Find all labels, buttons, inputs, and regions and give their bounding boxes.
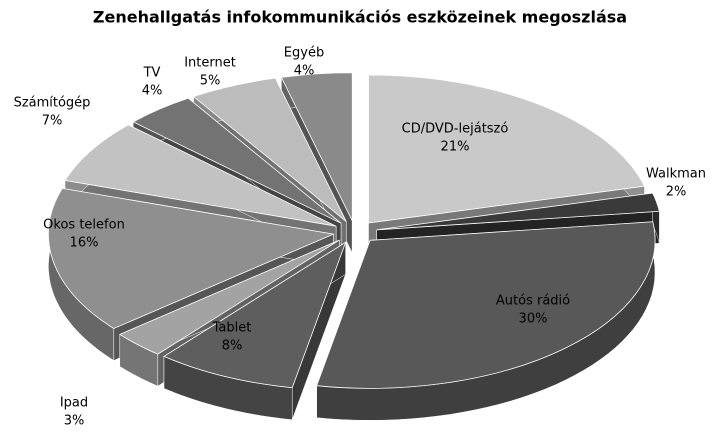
- labels: CD/DVD-lejátszó 21% Walkman 2% Autós rádió 30…: [14, 46, 706, 429]
- slice-label: Ipad: [60, 396, 88, 411]
- slice-top: [48, 187, 335, 329]
- slice: [316, 221, 656, 421]
- slice-top: [163, 241, 347, 389]
- slice-top: [192, 77, 347, 222]
- slice-value-label: 21%: [441, 140, 470, 155]
- slice-label: CD/DVD-lejátszó: [402, 122, 509, 137]
- slice-top: [64, 124, 337, 227]
- pie: [48, 72, 660, 421]
- slice-top: [368, 74, 646, 224]
- slice-label: Számítógép: [14, 96, 91, 111]
- slice-value-label: 8%: [222, 339, 243, 354]
- slice-label: Internet: [184, 56, 236, 71]
- slice-value-label: 4%: [142, 84, 163, 99]
- slice-label: Autós rádió: [496, 294, 570, 309]
- slice-label: TV: [143, 66, 161, 81]
- slice-value-label: 16%: [70, 236, 99, 251]
- slice-top: [280, 72, 353, 221]
- slice-value-label: 7%: [42, 114, 63, 129]
- slice-label: Tablet: [212, 321, 252, 336]
- chart-title: Zenehallgatás infokommunikációs eszközei…: [93, 8, 627, 27]
- slice-value-label: 3%: [64, 414, 85, 429]
- slice-value-label: 4%: [294, 64, 315, 79]
- slice-value-label: 5%: [200, 74, 221, 89]
- slice-label: Walkman: [646, 167, 706, 182]
- slice-label: Okos telefon: [43, 218, 125, 233]
- slice-top: [118, 239, 340, 355]
- slice-value-label: 30%: [519, 312, 548, 327]
- slice-value-label: 2%: [666, 185, 687, 200]
- slice-top: [376, 192, 660, 231]
- slice-label: Egyéb: [284, 46, 324, 61]
- slice: [163, 241, 347, 420]
- slice-top: [316, 221, 656, 389]
- slice-top: [132, 97, 342, 224]
